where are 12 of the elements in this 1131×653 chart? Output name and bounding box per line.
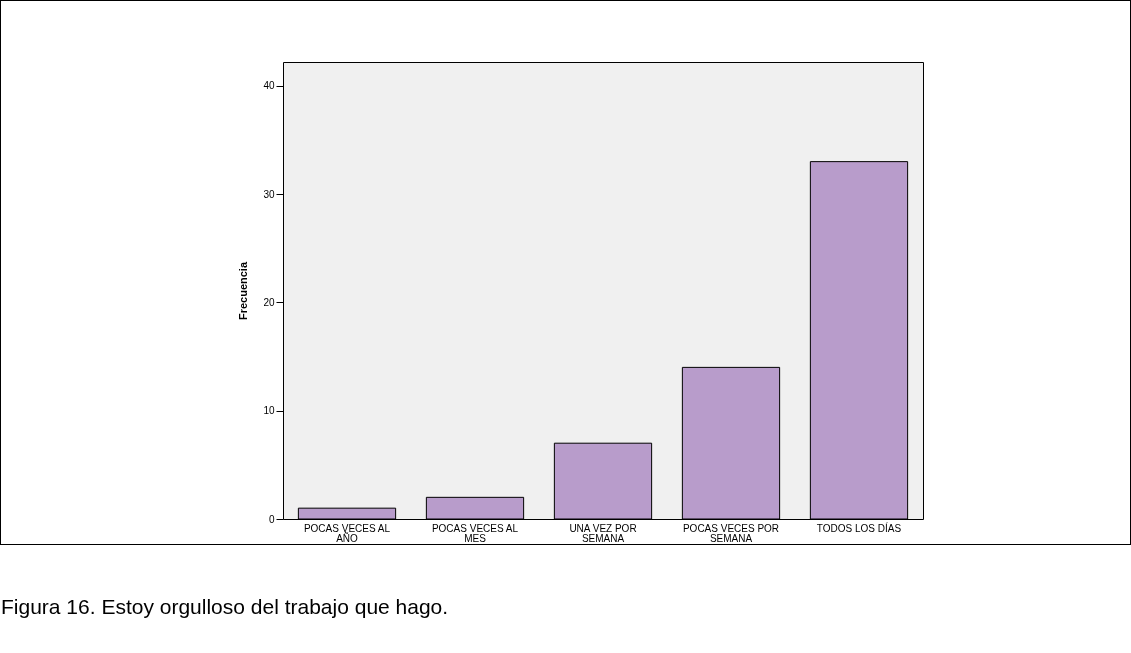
y-tick-label: 10 [263,405,275,417]
x-tick-label: POCAS VECES AL MES [431,522,519,544]
x-tick-label: UNA VEZ POR SEMANA [569,522,637,544]
y-tick-label: 0 [268,513,275,525]
y-tick-label: 40 [263,80,275,92]
text: Figura 16. Estoy orgulloso del trabajo que hago. [1,595,450,619]
x-tick-label: TODOS LOS DÍAS [816,521,902,534]
x-tick-label: POCAS VECES AL AÑO [303,522,391,544]
x-tick-label: POCAS VECES POR SEMANA [682,522,780,544]
y-tick-label: 30 [263,188,275,200]
y-axis-title: Frecuencia [237,261,250,321]
y-tick-label: 20 [263,296,275,308]
